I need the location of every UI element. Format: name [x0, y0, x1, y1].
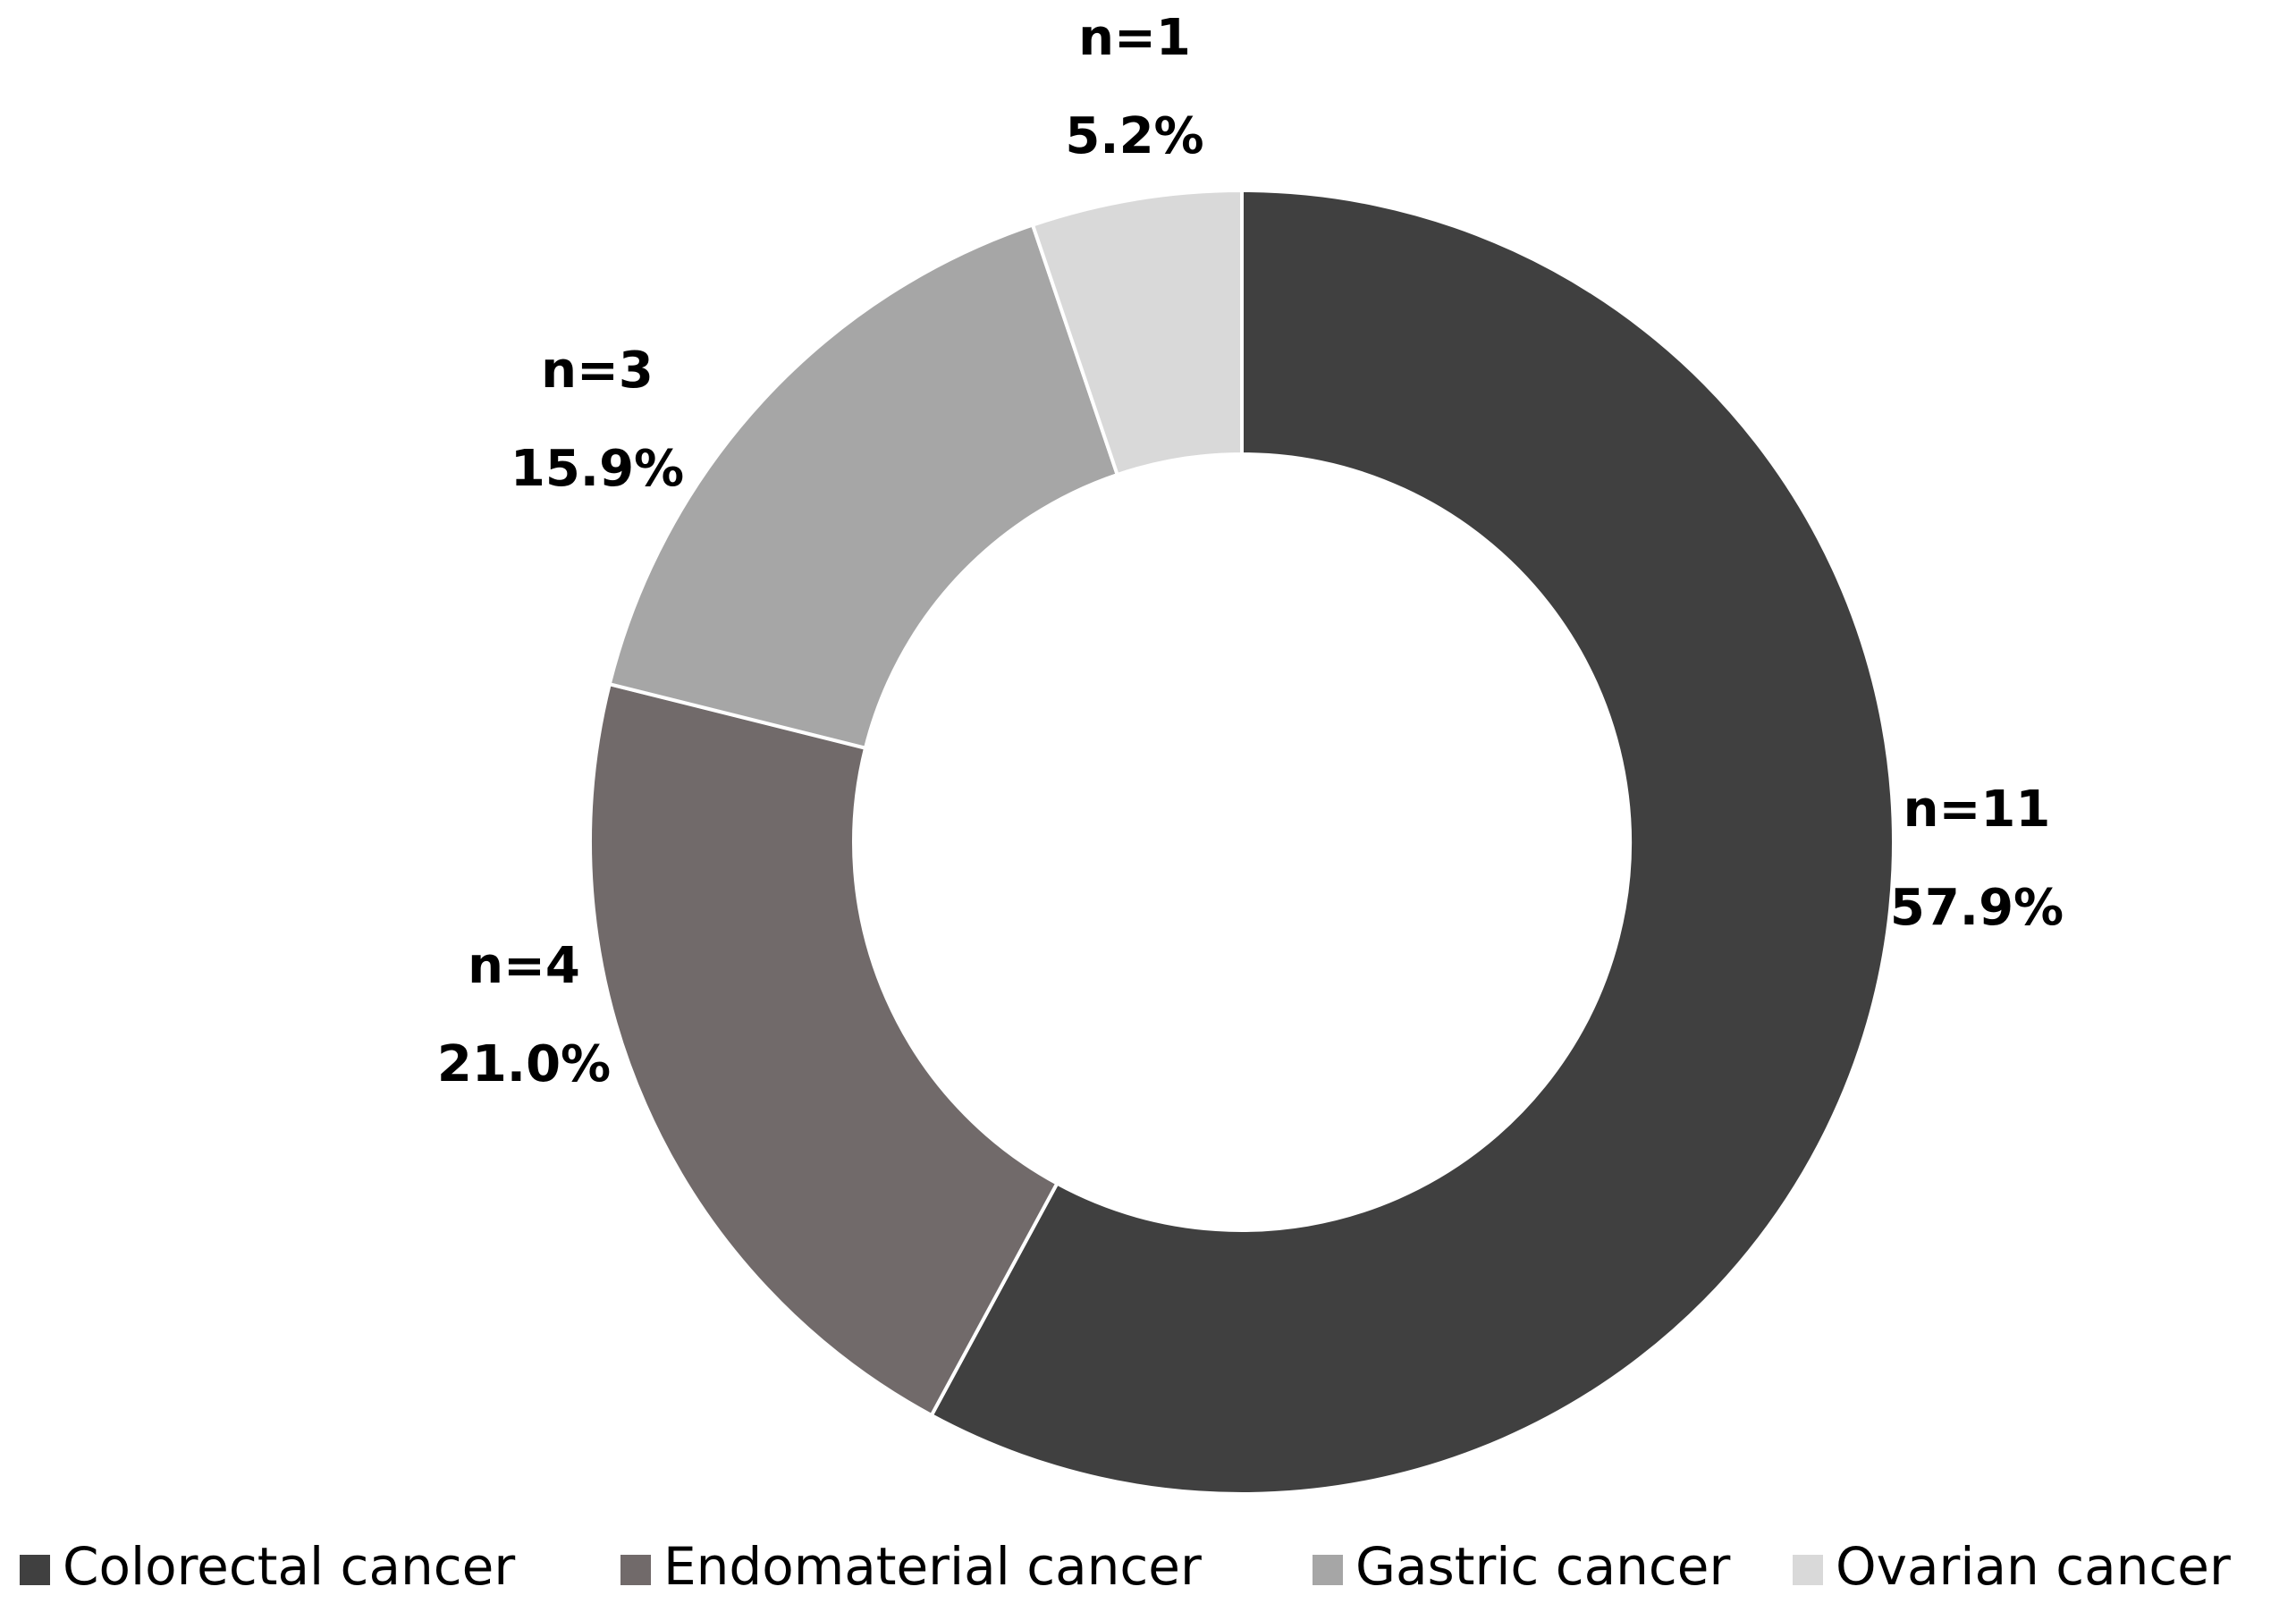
legend-marker — [1793, 1555, 1823, 1585]
donut-wedge — [1030, 188, 1244, 477]
legend-label: Colorectal cancer — [63, 1536, 515, 1597]
legend-label: Endomaterial cancer — [663, 1536, 1202, 1597]
donut-wedge — [929, 188, 1895, 1496]
legend-label: Ovarian cancer — [1836, 1536, 2231, 1597]
legend-marker — [20, 1555, 50, 1585]
count-label: n=11 — [1903, 781, 2051, 839]
legend-marker — [1313, 1555, 1343, 1585]
donut-wedge — [607, 223, 1120, 751]
legend-marker — [620, 1555, 651, 1585]
count-label: n=3 — [541, 342, 654, 400]
value-label: 21.0% — [437, 1035, 611, 1093]
value-label: 57.9% — [1890, 879, 2064, 937]
value-label: 5.2% — [1065, 107, 1203, 165]
donut-wedge — [588, 681, 1060, 1418]
legend-label: Gastric cancer — [1355, 1536, 1730, 1597]
count-label: n=4 — [468, 937, 580, 995]
value-label: 15.9% — [511, 440, 684, 498]
count-label: n=1 — [1078, 9, 1191, 67]
